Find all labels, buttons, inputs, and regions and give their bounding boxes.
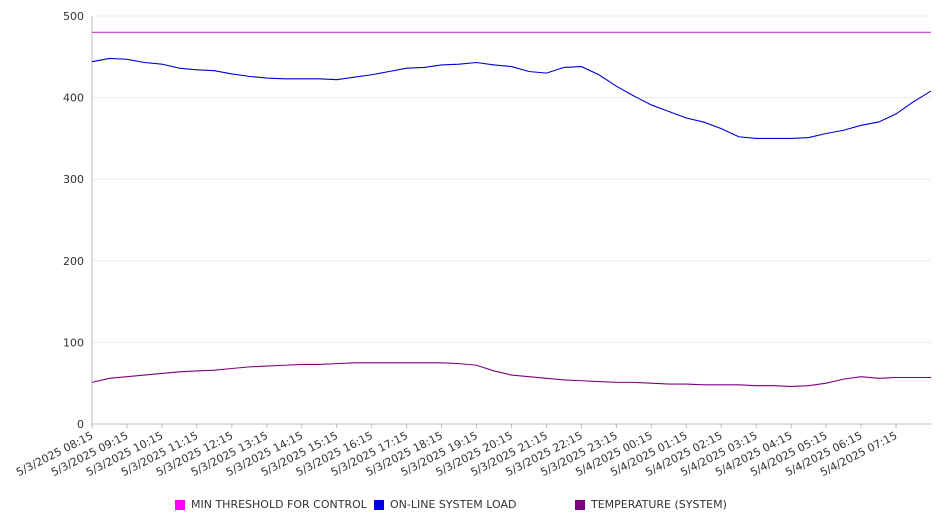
y-tick-label-300: 300: [63, 173, 84, 186]
x-axis-ticks: 5/3/2025 08:155/3/2025 09:155/3/2025 10:…: [14, 429, 899, 479]
legend-item-system-load[interactable]: ON-LINE SYSTEM LOAD: [374, 498, 516, 511]
legend-label-min-threshold: MIN THRESHOLD FOR CONTROL: [191, 498, 367, 511]
legend-label-temperature: TEMPERATURE (SYSTEM): [591, 498, 727, 511]
gridlines: [92, 15, 931, 425]
legend-label-system-load: ON-LINE SYSTEM LOAD: [390, 498, 517, 511]
series-lines: [91, 31, 932, 388]
y-tick-label-100: 100: [63, 336, 84, 349]
y-tick-label-400: 400: [63, 92, 84, 105]
legend-swatch-min-threshold: [175, 499, 185, 510]
legend: MIN THRESHOLD FOR CONTROL ON-LINE SYSTEM…: [0, 498, 946, 514]
y-tick-label-0: 0: [77, 418, 84, 431]
legend-swatch-system-load: [374, 499, 384, 510]
y-tick-label-500: 500: [63, 10, 84, 23]
series-line-temperature: [91, 362, 931, 388]
legend-item-min-threshold[interactable]: MIN THRESHOLD FOR CONTROL: [175, 498, 367, 511]
series-line-system-load: [91, 57, 932, 139]
axes: [91, 16, 931, 428]
y-tick-label-200: 200: [63, 255, 84, 268]
legend-swatch-temperature: [575, 499, 585, 510]
legend-item-temperature[interactable]: TEMPERATURE (SYSTEM): [575, 498, 727, 511]
y-axis-ticks: 0 100 200 300 400 500: [63, 10, 84, 431]
